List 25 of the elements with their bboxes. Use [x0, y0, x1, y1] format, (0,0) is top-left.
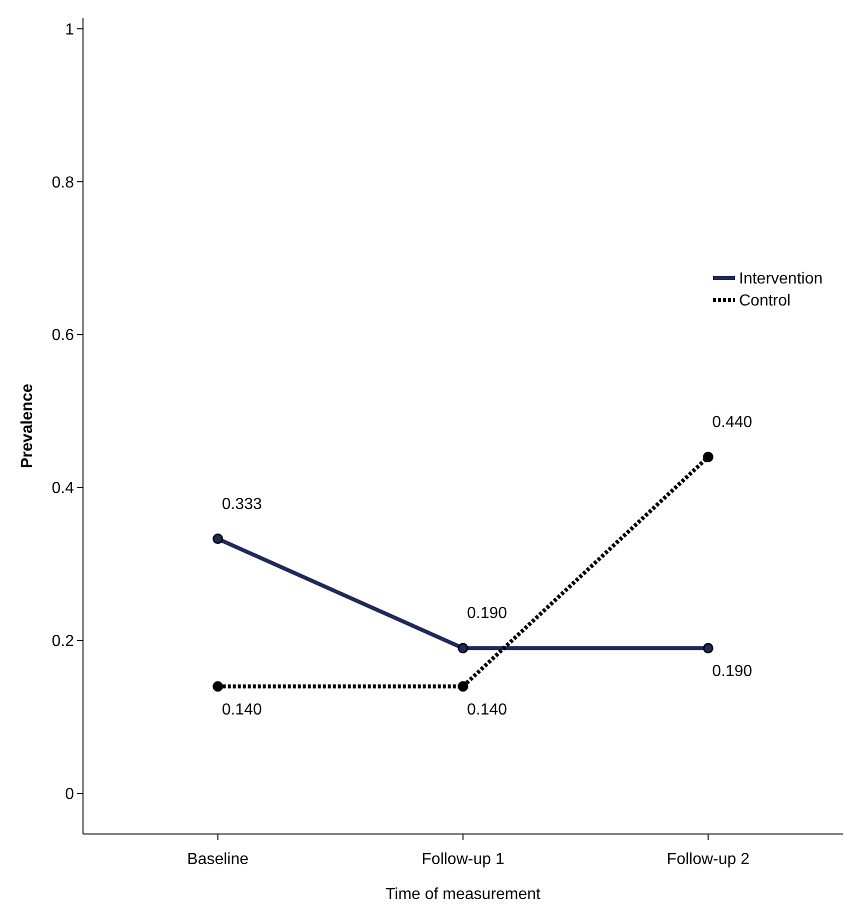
data-label: 0.190 [712, 663, 752, 680]
y-tick-label: 0.4 [52, 480, 74, 498]
y-tick-label: 1 [65, 21, 74, 38]
data-label: 0.140 [467, 701, 508, 718]
x-tick-label: Follow-up 2 [666, 851, 750, 868]
y-tick-label: 0.6 [52, 327, 74, 344]
y-axis-title: Prevalence [19, 384, 36, 468]
point [458, 642, 468, 654]
data-label: 0.333 [222, 496, 262, 513]
x-axis-title: Time of measurement [385, 886, 542, 903]
data-label: 0.140 [222, 701, 262, 718]
point [212, 534, 224, 544]
x-tick-label: Baseline [187, 851, 249, 868]
y-tick-label: 0 [65, 786, 74, 804]
point [212, 681, 224, 692]
data-label: 0.440 [712, 414, 752, 431]
point [458, 681, 468, 692]
point [702, 642, 714, 654]
legend-label: Control [739, 292, 791, 310]
y-tick-label: 0.2 [52, 633, 74, 650]
x-tick-label: Follow-up 1 [422, 851, 504, 868]
y-tick-label: 0.8 [52, 174, 74, 192]
legend-label: Intervention [739, 270, 823, 288]
data-label: 0.190 [467, 605, 508, 622]
point [702, 452, 714, 462]
